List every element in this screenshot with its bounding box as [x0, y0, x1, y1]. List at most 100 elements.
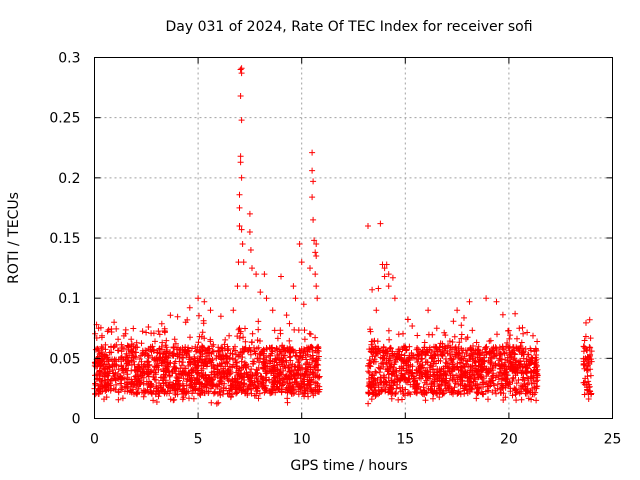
- data-point: [478, 359, 485, 365]
- data-point: [429, 354, 436, 361]
- data-point: [142, 363, 149, 370]
- data-point: [284, 399, 291, 406]
- data-point: [247, 347, 254, 353]
- data-point: [369, 378, 376, 385]
- data-point: [137, 368, 144, 375]
- data-point: [585, 378, 592, 385]
- data-point: [236, 384, 243, 391]
- y-tick-label: 0.25: [49, 111, 80, 127]
- data-point: [409, 369, 416, 376]
- data-point: [156, 355, 163, 362]
- data-point: [224, 390, 231, 397]
- data-point: [145, 324, 152, 330]
- data-point: [472, 359, 478, 366]
- data-point: [533, 378, 539, 385]
- data-point: [473, 368, 480, 375]
- data-point: [588, 391, 594, 398]
- data-point: [493, 345, 500, 352]
- data-point: [223, 355, 230, 362]
- data-point: [467, 363, 474, 370]
- data-point: [493, 390, 499, 397]
- data-point: [270, 378, 277, 385]
- data-point: [249, 265, 255, 272]
- data-point: [485, 396, 491, 403]
- data-point: [386, 336, 393, 343]
- data-point: [313, 283, 320, 290]
- data-point: [400, 358, 407, 365]
- data-point: [425, 385, 432, 392]
- data-point: [516, 345, 523, 352]
- data-point: [101, 373, 108, 380]
- data-point: [457, 373, 464, 380]
- data-point: [510, 356, 517, 363]
- data-point: [141, 351, 148, 358]
- data-point: [442, 363, 449, 370]
- data-point: [474, 350, 481, 357]
- data-point: [587, 366, 594, 373]
- data-point: [380, 343, 387, 350]
- data-point: [174, 351, 181, 358]
- data-point: [279, 358, 286, 365]
- data-point: [419, 355, 425, 362]
- data-point: [100, 363, 107, 370]
- data-point: [189, 390, 196, 397]
- data-point: [286, 320, 293, 327]
- data-point: [367, 328, 374, 335]
- data-point: [196, 312, 202, 319]
- data-point: [463, 387, 470, 394]
- data-point: [380, 374, 387, 381]
- data-point: [435, 352, 441, 359]
- data-point: [223, 352, 230, 359]
- data-point: [220, 387, 227, 394]
- data-point: [179, 396, 186, 403]
- data-point: [456, 339, 463, 346]
- data-point: [532, 389, 539, 396]
- data-point: [167, 312, 174, 319]
- data-point: [292, 352, 299, 359]
- data-point: [500, 346, 507, 353]
- data-point: [527, 369, 534, 376]
- data-point: [292, 295, 299, 302]
- data-point: [141, 387, 148, 394]
- data-point: [226, 356, 233, 363]
- data-point: [115, 396, 122, 403]
- data-point: [473, 339, 480, 346]
- data-point: [199, 343, 205, 349]
- data-point: [474, 385, 481, 392]
- data-point: [165, 368, 172, 375]
- data-point: [508, 348, 515, 355]
- data-point: [580, 343, 587, 350]
- data-point: [118, 353, 125, 360]
- data-point: [302, 388, 309, 395]
- data-point: [490, 370, 497, 377]
- data-point: [401, 374, 408, 381]
- data-point: [130, 358, 137, 365]
- data-point: [483, 365, 490, 372]
- data-point: [105, 380, 112, 387]
- data-point: [245, 376, 252, 383]
- data-point: [530, 332, 536, 339]
- data-point: [581, 391, 588, 398]
- data-point: [475, 389, 482, 396]
- data-point: [111, 319, 118, 326]
- data-point: [437, 358, 444, 364]
- data-point: [238, 117, 245, 124]
- data-point: [242, 283, 249, 290]
- data-point: [458, 331, 465, 338]
- data-point: [260, 346, 267, 353]
- data-point: [230, 307, 237, 314]
- data-point: [506, 352, 513, 359]
- data-point: [433, 390, 440, 397]
- data-point: [405, 362, 412, 369]
- data-point: [135, 373, 141, 380]
- data-point: [467, 344, 474, 351]
- data-point: [534, 338, 541, 345]
- data-point: [236, 191, 243, 198]
- data-point: [128, 341, 135, 348]
- data-point: [254, 355, 261, 362]
- data-point: [455, 344, 462, 350]
- data-point: [189, 366, 196, 372]
- data-point: [108, 344, 114, 351]
- data-point: [383, 261, 390, 268]
- x-axis-label: GPS time / hours: [290, 458, 407, 474]
